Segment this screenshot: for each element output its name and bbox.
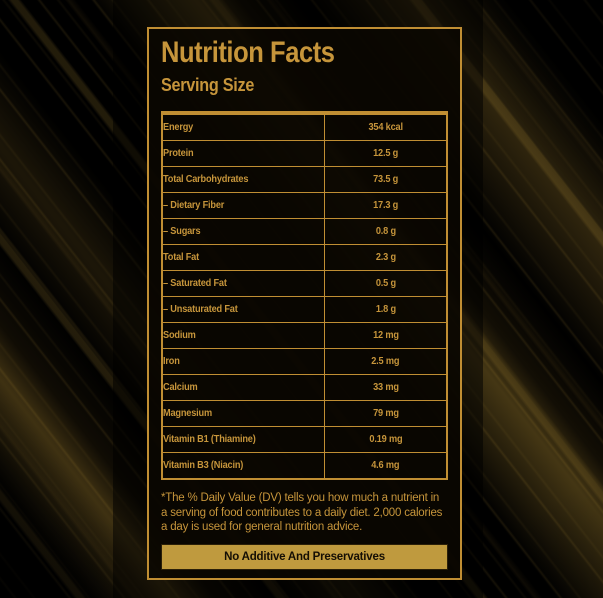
table-row: – Sugars 0.8 g	[161, 218, 448, 246]
nutrient-name: Iron	[161, 348, 325, 376]
nutrient-value: 73.5 g	[323, 166, 448, 194]
nutrient-value: 1.8 g	[323, 296, 448, 324]
nutrient-value: 0.5 g	[323, 270, 448, 298]
serving-size-text: Serving Size	[161, 74, 255, 95]
nutrition-table: Energy 354 kcal Protein 12.5 g Total Car…	[161, 111, 448, 481]
table-row: – Dietary Fiber 17.3 g	[161, 192, 448, 220]
nutrient-name: Energy	[161, 112, 325, 142]
table-row: Protein 12.5 g	[161, 140, 448, 168]
table-row: Calcium 33 mg	[161, 374, 448, 402]
nutrient-name: Protein	[161, 140, 325, 168]
table-row: Sodium 12 mg	[161, 322, 448, 350]
nutrient-value: 0.19 mg	[323, 426, 448, 454]
table-row: Vitamin B3 (Niacin) 4.6 mg	[161, 452, 448, 480]
nutrient-value: 354 kcal	[323, 112, 448, 142]
nutrient-value: 33 mg	[323, 374, 448, 402]
label-title-text: Nutrition Facts	[161, 36, 335, 69]
table-row: Magnesium 79 mg	[161, 400, 448, 428]
table-row: Total Carbohydrates 73.5 g	[161, 166, 448, 194]
table-row: Energy 354 kcal	[161, 112, 448, 142]
nutrient-name: – Sugars	[161, 218, 325, 246]
nutrient-name: – Saturated Fat	[161, 270, 325, 298]
nutrient-value: 12 mg	[323, 322, 448, 350]
table-row: Vitamin B1 (Thiamine) 0.19 mg	[161, 426, 448, 454]
nutrient-value: 17.3 g	[323, 192, 448, 220]
serving-size-heading: Serving Size	[161, 74, 448, 96]
nutrient-name: Vitamin B1 (Thiamine)	[161, 426, 325, 454]
table-row: – Saturated Fat 0.5 g	[161, 270, 448, 298]
daily-value-footnote: *The % Daily Value (DV) tells you how mu…	[161, 492, 443, 534]
nutrient-name: Total Carbohydrates	[161, 166, 325, 194]
nutrient-value: 79 mg	[323, 400, 448, 428]
nutrient-name: – Unsaturated Fat	[161, 296, 325, 324]
nutrient-name: Sodium	[161, 322, 325, 350]
nutrient-name: – Dietary Fiber	[161, 192, 325, 220]
nutrient-value: 12.5 g	[323, 140, 448, 168]
nutrition-label: Nutrition Facts Serving Size Energy 354 …	[147, 27, 462, 580]
table-row: Iron 2.5 mg	[161, 348, 448, 376]
nutrient-value: 2.3 g	[323, 244, 448, 272]
table-row: Total Fat 2.3 g	[161, 244, 448, 272]
label-title: Nutrition Facts	[161, 37, 448, 69]
nutrient-value: 4.6 mg	[323, 452, 448, 480]
nutrient-name: Magnesium	[161, 400, 325, 428]
nutrient-value: 2.5 mg	[323, 348, 448, 376]
table-row: – Unsaturated Fat 1.8 g	[161, 296, 448, 324]
nutrient-value: 0.8 g	[323, 218, 448, 246]
nutrient-name: Total Fat	[161, 244, 325, 272]
no-additives-banner: No Additive And Preservatives	[161, 544, 448, 571]
nutrient-name: Vitamin B3 (Niacin)	[161, 452, 325, 480]
nutrient-name: Calcium	[161, 374, 325, 402]
